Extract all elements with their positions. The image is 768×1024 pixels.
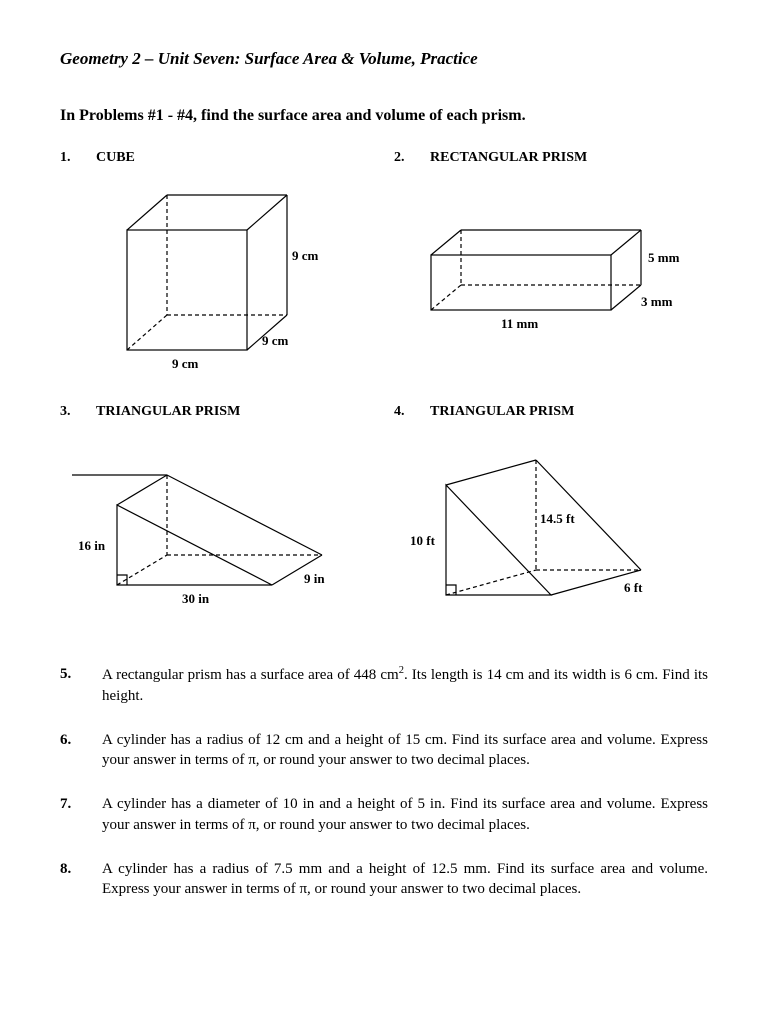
problem-7-text: A cylinder has a diameter of 10 in and a… xyxy=(102,794,708,835)
tri4-dim-height: 10 ft xyxy=(410,533,436,548)
tri4-dim-depth: 6 ft xyxy=(624,580,643,595)
tri4-dim-hyp: 14.5 ft xyxy=(540,511,575,526)
prism-1-num: 1. xyxy=(60,149,78,168)
prism-3-name: TRIANGULAR PRISM xyxy=(96,403,240,422)
problem-8-num: 8. xyxy=(60,859,80,900)
cube-dim-height: 9 cm xyxy=(292,248,319,263)
word-problems: 5. A rectangular prism has a surface are… xyxy=(60,664,708,899)
prism-2-figure: 5 mm 3 mm 11 mm xyxy=(394,175,708,375)
prism-1: 1. CUBE xyxy=(60,149,374,376)
prism-3-header: 3. TRIANGULAR PRISM xyxy=(60,403,374,422)
prism-2-num: 2. xyxy=(394,149,412,168)
problem-5-text: A rectangular prism has a surface area o… xyxy=(102,664,708,706)
tri3-dim-base: 30 in xyxy=(182,591,210,606)
problem-6-num: 6. xyxy=(60,730,80,771)
prism-2: 2. RECTANGULAR PRISM xyxy=(394,149,708,376)
problem-6: 6. A cylinder has a radius of 12 cm and … xyxy=(60,730,708,771)
instructions: In Problems #1 - #4, find the surface ar… xyxy=(60,105,708,127)
prism-4-header: 4. TRIANGULAR PRISM xyxy=(394,403,708,422)
prism-4-figure: 10 ft 14.5 ft 6 ft xyxy=(394,430,708,630)
tri3-dim-height: 16 in xyxy=(78,538,106,553)
problem-7: 7. A cylinder has a diameter of 10 in an… xyxy=(60,794,708,835)
prism-1-header: 1. CUBE xyxy=(60,149,374,168)
rect-dim-width: 11 mm xyxy=(501,316,538,331)
prism-2-header: 2. RECTANGULAR PRISM xyxy=(394,149,708,168)
prism-3: 3. TRIANGULAR PRISM xyxy=(60,403,374,630)
prism-grid: 1. CUBE xyxy=(60,149,708,631)
prism-3-num: 3. xyxy=(60,403,78,422)
problem-7-num: 7. xyxy=(60,794,80,835)
prism-2-name: RECTANGULAR PRISM xyxy=(430,149,587,168)
problem-8: 8. A cylinder has a radius of 7.5 mm and… xyxy=(60,859,708,900)
rect-dim-depth: 3 mm xyxy=(641,294,673,309)
prism-3-figure: 16 in 30 in 9 in xyxy=(60,430,374,630)
cube-dim-depth: 9 cm xyxy=(262,333,289,348)
page-title: Geometry 2 – Unit Seven: Surface Area & … xyxy=(60,48,708,71)
problem-8-text: A cylinder has a radius of 7.5 mm and a … xyxy=(102,859,708,900)
tri3-dim-depth: 9 in xyxy=(304,571,325,586)
problem-5: 5. A rectangular prism has a surface are… xyxy=(60,664,708,706)
cube-dim-width: 9 cm xyxy=(172,356,199,371)
prism-1-name: CUBE xyxy=(96,149,135,168)
problem-5-num: 5. xyxy=(60,664,80,706)
prism-1-figure: 9 cm 9 cm 9 cm xyxy=(60,175,374,375)
prism-4-name: TRIANGULAR PRISM xyxy=(430,403,574,422)
problem-6-text: A cylinder has a radius of 12 cm and a h… xyxy=(102,730,708,771)
rect-dim-height: 5 mm xyxy=(648,250,680,265)
prism-4-num: 4. xyxy=(394,403,412,422)
prism-4: 4. TRIANGULAR PRISM xyxy=(394,403,708,630)
